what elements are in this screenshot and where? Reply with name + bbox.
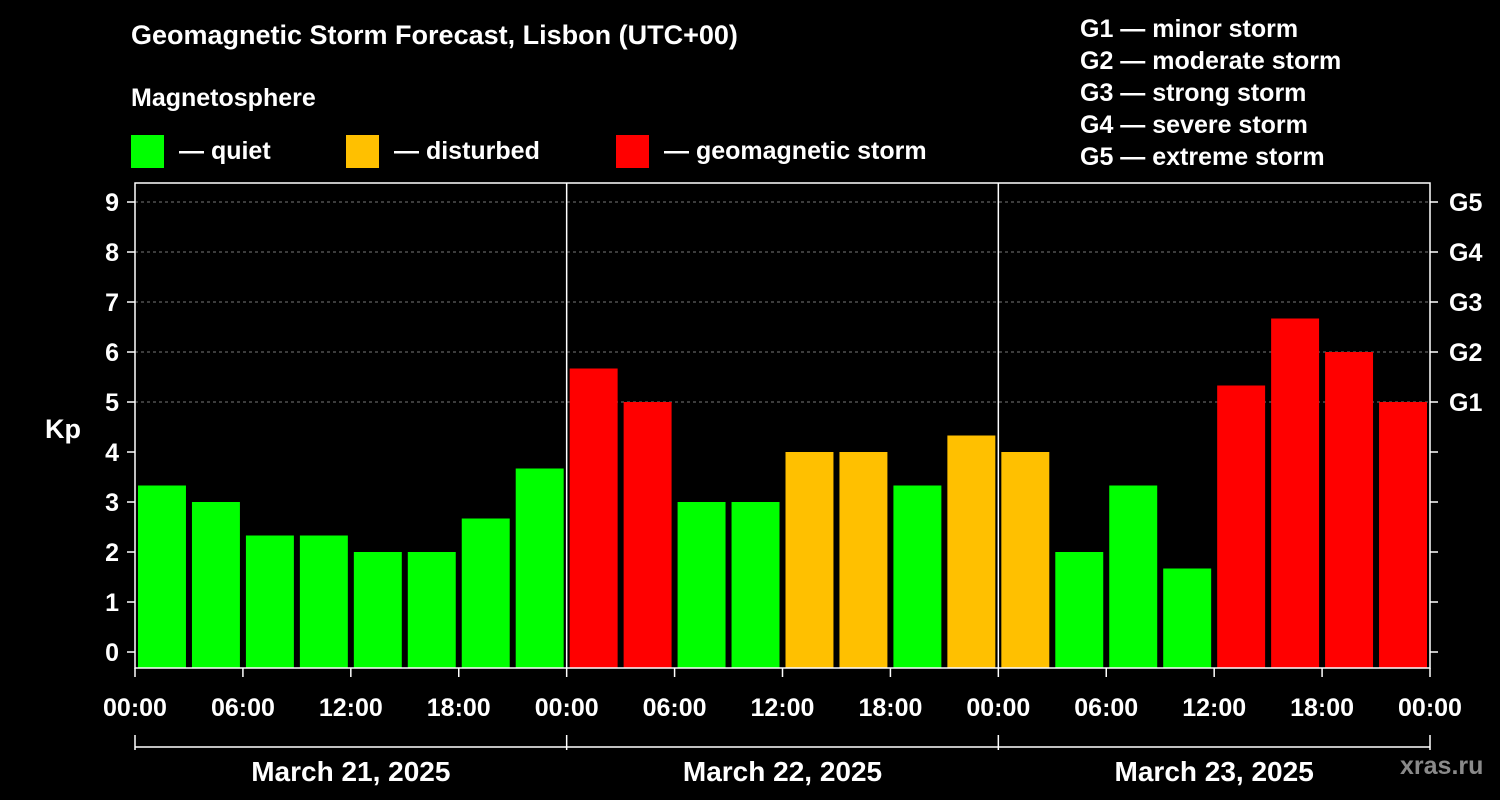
- bar-quiet: [677, 502, 726, 668]
- y-axis-label: Kp: [45, 414, 81, 444]
- legend-disturbed-label: — disturbed: [394, 136, 540, 165]
- y-tick-label: 0: [105, 639, 119, 667]
- bar-quiet: [138, 485, 186, 668]
- day-label: March 22, 2025: [683, 756, 882, 787]
- x-tick-label: 00:00: [535, 694, 599, 722]
- x-tick-label: 12:00: [751, 694, 815, 722]
- bar-disturbed: [785, 452, 834, 668]
- scale-g3: G3 — strong storm: [1080, 79, 1307, 107]
- x-tick-label: 00:00: [966, 694, 1030, 722]
- x-tick-label: 06:00: [1074, 694, 1138, 722]
- scale-g4: G4 — severe storm: [1080, 111, 1308, 139]
- bar-storm: [1325, 352, 1374, 668]
- legend-heading: Magnetosphere: [131, 84, 316, 112]
- legend-quiet: — quiet: [131, 134, 271, 168]
- day-label: March 23, 2025: [1115, 756, 1314, 787]
- g-scale-label: G2: [1449, 339, 1482, 367]
- g-scale-label: G5: [1449, 189, 1482, 217]
- g-scale-label: G4: [1449, 239, 1482, 267]
- bar-storm: [1217, 385, 1266, 668]
- scale-g1: G1 — minor storm: [1080, 15, 1299, 43]
- legend-disturbed: — disturbed: [346, 134, 540, 168]
- x-tick-label: 18:00: [858, 694, 922, 722]
- bar-quiet: [893, 485, 942, 668]
- y-tick-label: 6: [105, 339, 119, 367]
- x-tick-label: 06:00: [211, 694, 275, 722]
- x-tick-label: 18:00: [1290, 694, 1354, 722]
- bar-quiet: [407, 552, 456, 668]
- watermark: xras.ru: [1400, 752, 1484, 780]
- bar-quiet: [245, 535, 294, 668]
- bar-quiet: [191, 502, 240, 668]
- scale-g5: G5 — extreme storm: [1080, 143, 1325, 171]
- bar-storm: [1271, 318, 1320, 668]
- y-tick-label: 8: [105, 239, 119, 267]
- bar-quiet: [1109, 485, 1158, 668]
- g-scale-label: G1: [1449, 389, 1482, 417]
- y-tick-label: 3: [105, 489, 119, 517]
- bar-disturbed: [839, 452, 888, 668]
- day-label: March 21, 2025: [251, 756, 450, 787]
- bar-disturbed: [1001, 452, 1050, 668]
- x-tick-label: 12:00: [319, 694, 383, 722]
- bar-quiet: [1163, 568, 1212, 668]
- x-tick-label: 18:00: [427, 694, 491, 722]
- y-tick-label: 9: [105, 189, 119, 217]
- quiet-swatch: [131, 134, 164, 168]
- y-tick-label: 5: [105, 389, 119, 417]
- x-tick-label: 06:00: [643, 694, 707, 722]
- bar-quiet: [731, 502, 780, 668]
- legend-storm: — geomagnetic storm: [616, 134, 927, 168]
- bar-quiet: [299, 535, 348, 668]
- bar-quiet: [353, 552, 402, 668]
- legend-quiet-label: — quiet: [179, 136, 271, 165]
- y-tick-label: 2: [105, 539, 119, 567]
- x-tick-label: 00:00: [103, 694, 167, 722]
- g-scale-label: G3: [1449, 289, 1482, 317]
- y-tick-label: 4: [105, 439, 119, 467]
- bar-quiet: [515, 468, 564, 668]
- x-tick-label: 12:00: [1182, 694, 1246, 722]
- bar-storm: [1379, 402, 1427, 668]
- bar-quiet: [461, 518, 510, 668]
- storm-swatch: [616, 134, 649, 168]
- y-tick-label: 1: [105, 589, 119, 617]
- scale-g2: G2 — moderate storm: [1080, 47, 1342, 75]
- chart-title: Geomagnetic Storm Forecast, Lisbon (UTC+…: [131, 20, 738, 50]
- disturbed-swatch: [346, 134, 379, 168]
- legend-storm-label: — geomagnetic storm: [664, 136, 927, 165]
- bar-storm: [623, 402, 672, 668]
- x-tick-label: 00:00: [1398, 694, 1462, 722]
- bar-storm: [569, 368, 618, 668]
- bar-quiet: [1055, 552, 1104, 668]
- y-tick-label: 7: [105, 289, 119, 317]
- storm-scale-legend: G1 — minor storm G2 — moderate storm G3 …: [1080, 13, 1341, 173]
- bar-disturbed: [947, 435, 996, 668]
